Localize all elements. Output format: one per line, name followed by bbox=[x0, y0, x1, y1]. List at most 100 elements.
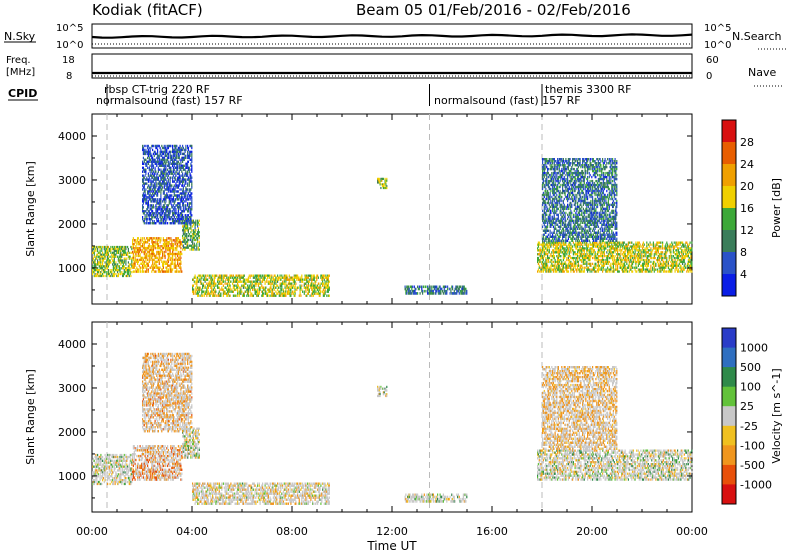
power-cell bbox=[313, 276, 315, 279]
power-cell bbox=[162, 264, 164, 267]
power-cell bbox=[167, 237, 169, 240]
power-cell bbox=[112, 259, 114, 262]
power-cell bbox=[185, 240, 187, 243]
power-cell bbox=[100, 257, 102, 260]
power-cell bbox=[161, 208, 163, 211]
power-cell bbox=[166, 266, 168, 269]
power-cell bbox=[151, 254, 153, 258]
power-cell bbox=[174, 258, 176, 262]
power-cell bbox=[566, 256, 568, 260]
power-cell bbox=[234, 288, 236, 291]
power-cell bbox=[170, 144, 172, 148]
power-cell bbox=[183, 156, 185, 160]
power-cell bbox=[94, 274, 96, 278]
power-cell bbox=[147, 245, 149, 248]
noise-right-label: N.Search bbox=[732, 30, 782, 43]
power-cell bbox=[150, 194, 152, 197]
power-cell bbox=[152, 258, 154, 262]
power-cell bbox=[193, 244, 195, 247]
power-cell bbox=[312, 294, 314, 297]
power-cell bbox=[157, 258, 159, 262]
power-cell bbox=[179, 264, 181, 267]
power-cell bbox=[220, 274, 222, 277]
power-cell bbox=[176, 252, 178, 256]
power-cell bbox=[157, 168, 159, 171]
power-cell bbox=[148, 146, 150, 150]
power-cell bbox=[219, 282, 221, 285]
power-cell bbox=[184, 229, 186, 232]
power-cell bbox=[285, 274, 287, 277]
power-cell bbox=[207, 282, 209, 285]
power-cell bbox=[251, 294, 253, 297]
power-cell bbox=[175, 256, 177, 260]
power-cell bbox=[166, 206, 168, 209]
power-cell bbox=[157, 270, 159, 273]
power-cell bbox=[152, 212, 154, 215]
power-cell bbox=[167, 152, 169, 156]
power-cell bbox=[172, 170, 174, 173]
power-cell bbox=[242, 280, 244, 283]
power-cell bbox=[190, 236, 192, 240]
power-cell bbox=[167, 156, 169, 160]
power-cell bbox=[272, 292, 274, 295]
power-cell bbox=[236, 278, 238, 281]
power-cell bbox=[114, 249, 116, 253]
power-cell bbox=[162, 220, 164, 223]
power-cell bbox=[295, 286, 297, 289]
power-cell bbox=[541, 270, 543, 273]
power-cell bbox=[245, 278, 247, 281]
power-cell bbox=[153, 176, 155, 179]
power-cell bbox=[154, 160, 156, 163]
power-cell bbox=[142, 256, 144, 260]
power-cell bbox=[168, 162, 170, 165]
power-cell bbox=[179, 158, 181, 161]
power-cell bbox=[134, 241, 136, 244]
power-cell bbox=[246, 278, 248, 281]
power-cell bbox=[322, 284, 324, 287]
power-cell bbox=[144, 174, 146, 177]
power-cell bbox=[225, 274, 227, 277]
power-cell bbox=[652, 241, 654, 244]
power-cell bbox=[208, 274, 210, 277]
power-cell bbox=[154, 188, 156, 191]
power-cell bbox=[118, 255, 120, 258]
power-cell bbox=[154, 212, 156, 215]
power-cell bbox=[177, 245, 179, 248]
power-cell bbox=[124, 249, 126, 253]
power-cell bbox=[164, 194, 166, 197]
power-cell bbox=[184, 234, 186, 238]
power-cell bbox=[214, 294, 216, 297]
power-cell bbox=[150, 204, 152, 207]
power-cell bbox=[226, 282, 228, 285]
power-cell bbox=[157, 154, 159, 158]
power-cell bbox=[168, 214, 170, 217]
power-cell bbox=[642, 241, 644, 244]
power-cell bbox=[184, 231, 186, 234]
power-cell bbox=[293, 276, 295, 279]
power-cell bbox=[121, 255, 123, 258]
power-cell bbox=[242, 278, 244, 281]
power-cell bbox=[141, 250, 143, 254]
power-cell bbox=[282, 276, 284, 279]
power-cell bbox=[189, 154, 191, 158]
power-cell bbox=[149, 246, 151, 250]
power-cell bbox=[160, 188, 162, 191]
power-cell bbox=[176, 150, 178, 154]
power-cell bbox=[257, 274, 259, 277]
power-cell bbox=[167, 144, 169, 148]
power-cell bbox=[172, 150, 174, 154]
power-cell bbox=[148, 218, 150, 221]
power-cell bbox=[220, 292, 222, 295]
power-cell bbox=[107, 257, 109, 260]
power-cell bbox=[304, 276, 306, 279]
power-cell bbox=[627, 243, 629, 246]
power-cell bbox=[92, 261, 94, 264]
power-cell bbox=[185, 182, 187, 185]
power-cell bbox=[155, 204, 157, 207]
power-cell bbox=[129, 269, 131, 272]
power-cell bbox=[161, 212, 163, 215]
power-cell bbox=[108, 255, 110, 258]
power-cell bbox=[148, 150, 150, 154]
power-cell bbox=[172, 144, 174, 148]
power-cell bbox=[170, 218, 172, 221]
